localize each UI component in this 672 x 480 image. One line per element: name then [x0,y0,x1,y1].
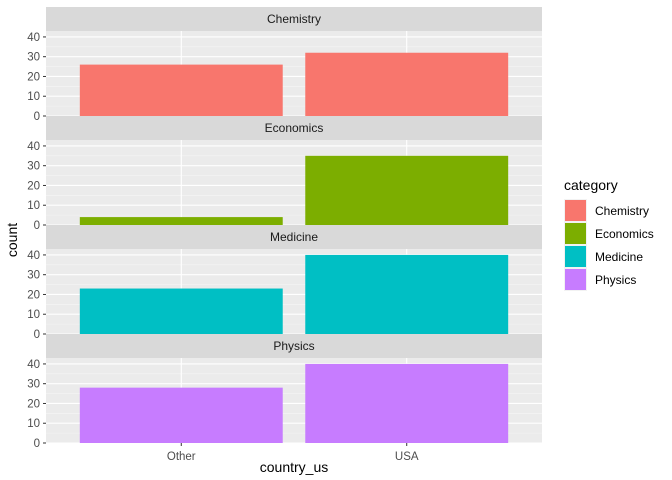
legend: category Chemistry Economics Medicine Physi… [564,177,654,291]
facet-strip [46,7,542,31]
bar-economics-usa [305,155,509,225]
y-tick-label: 40 [27,32,40,44]
y-tick-label: 40 [27,250,40,262]
y-tick-label: 10 [27,418,40,430]
legend-label: Medicine [595,250,643,264]
legend-swatch [565,246,586,267]
bar-chemistry-usa [305,52,509,116]
legend-item-economics: Economics [564,222,654,245]
x-tick-label: USA [395,451,419,463]
y-tick-label: 30 [27,52,40,64]
facet-strip-label: Chemistry [267,12,321,26]
legend-item-medicine: Medicine [564,245,643,268]
y-tick-label: 10 [27,200,40,212]
facet-panel-economics: Economics 0 10 20 30 40 [27,116,542,232]
y-axis-title: count [4,223,20,257]
y-tick-label: 30 [27,161,40,173]
y-tick-label: 0 [34,220,40,232]
bar-chemistry-other [79,64,283,116]
legend-swatch [565,200,586,221]
y-tick-label: 40 [27,359,40,371]
y-tick-label: 10 [27,91,40,103]
y-tick-label: 30 [27,379,40,391]
facet-strip [46,225,542,249]
facet-strip-label: Economics [265,121,324,135]
facet-panel-chemistry: Chemistry 0 10 20 30 40 [27,7,542,123]
bar-medicine-other [79,288,283,334]
facet-strip-label: Medicine [270,230,318,244]
facet-panel-physics: Physics 0 10 20 30 40 Other USA [27,334,542,463]
x-axis-title: country_us [260,459,328,475]
bar-medicine-usa [305,254,509,334]
y-tick-label: 0 [34,111,40,123]
facet-panel-medicine: Medicine 0 10 20 30 40 [27,225,542,341]
y-tick-label: 0 [34,438,40,450]
legend-items: Chemistry Economics Medicine Physics [564,199,654,291]
y-tick-label: 40 [27,141,40,153]
y-tick-label: 20 [27,71,40,83]
legend-swatch [565,223,586,244]
bar-economics-other [79,217,283,225]
legend-label: Chemistry [595,204,649,218]
y-tick-label: 10 [27,309,40,321]
legend-item-chemistry: Chemistry [564,199,649,222]
facet-panels: Chemistry010203040Economics010203040Medi… [27,7,542,463]
facet-strip [46,334,542,358]
legend-label: Physics [595,273,636,287]
y-tick-label: 20 [27,180,40,192]
y-tick-label: 0 [34,329,40,341]
facet-strip [46,116,542,140]
legend-item-physics: Physics [564,268,636,291]
bar-physics-usa [305,363,509,443]
y-tick-label: 20 [27,398,40,410]
y-tick-label: 20 [27,289,40,301]
bar-physics-other [79,387,283,443]
x-tick-label: Other [167,451,196,463]
legend-swatch [565,269,586,290]
y-tick-label: 30 [27,270,40,282]
facet-strip-label: Physics [273,339,314,353]
legend-label: Economics [595,227,654,241]
legend-title: category [564,177,618,193]
